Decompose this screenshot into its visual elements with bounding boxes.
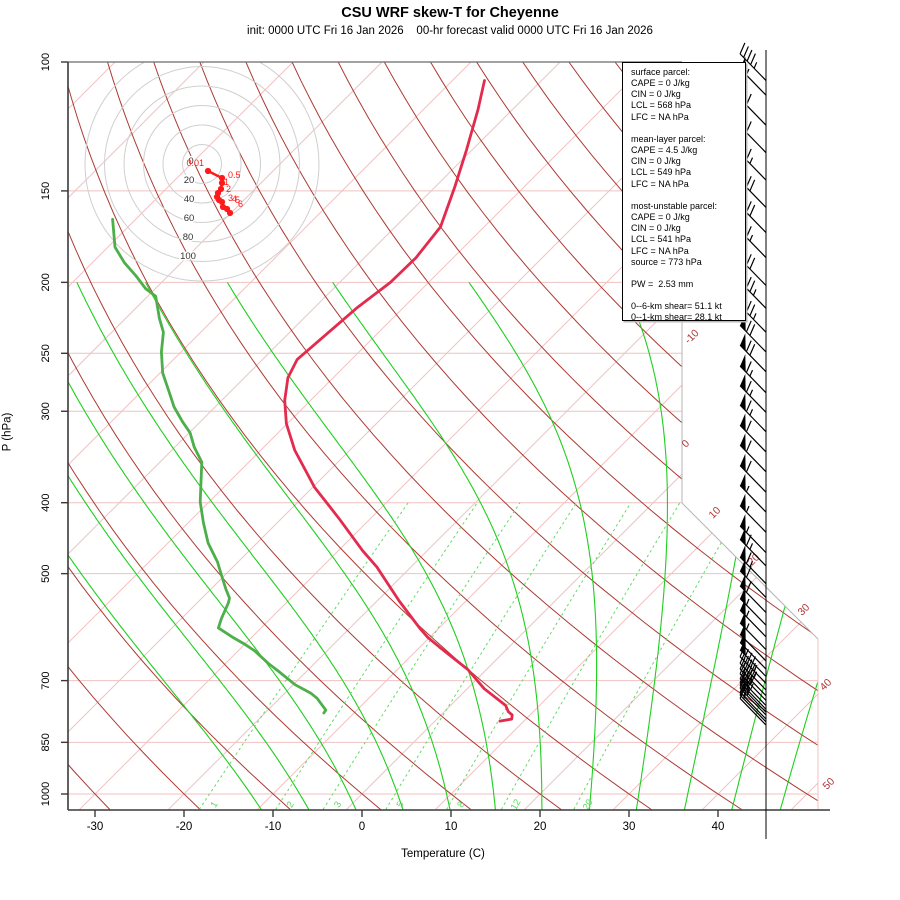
hodograph-height-label: 6 — [238, 199, 243, 209]
wind-barb — [739, 493, 767, 533]
temperature-tick-label: 40 — [712, 821, 725, 833]
hodograph-ring-label: 40 — [184, 194, 195, 205]
wind-barb — [739, 558, 767, 598]
hodograph-height-label: 5 — [235, 195, 240, 205]
wind-barb — [739, 393, 767, 433]
wind-barb — [739, 373, 767, 413]
mixing-ratio-labels: 1 2 3 5 8 12 20 — [208, 797, 595, 812]
hodograph-height-label: 4 — [232, 194, 237, 204]
dewpoint-profile-line — [111, 217, 328, 715]
hodograph-ring-label: 20 — [184, 175, 195, 186]
pressure-tick-label: 400 — [40, 494, 52, 512]
hodograph-height-label: 2 — [226, 184, 231, 194]
temperature-tick-label: -30 — [87, 821, 104, 833]
pressure-tick-label: 700 — [40, 671, 52, 689]
isotherm-edge-label: 10 — [707, 504, 724, 521]
hodograph-height-label: 3 — [228, 193, 233, 203]
hodograph-ring-label: 80 — [183, 232, 194, 243]
hodograph-height-label: 0.01 — [186, 158, 204, 168]
mixing-ratio-label: 12 — [509, 797, 524, 812]
wind-barb — [739, 433, 767, 473]
pressure-tick-label: 250 — [40, 344, 52, 362]
wind-barb — [739, 413, 767, 453]
chart-title: CSU WRF skew-T for Cheyenne — [341, 5, 559, 21]
mixing-ratio-label: 5 — [395, 800, 407, 810]
pressure-tick-label: 300 — [40, 402, 52, 420]
y-axis-title: P (hPa) — [1, 412, 14, 452]
temperature-tick-label: -20 — [176, 821, 193, 833]
wind-barb — [739, 354, 767, 394]
sounding-profiles — [111, 79, 514, 723]
temperature-tick-label: -10 — [265, 821, 282, 833]
temperature-tick-label: 30 — [623, 821, 636, 833]
wind-barb — [739, 42, 767, 81]
isotherm-edge-label: 0 — [680, 437, 693, 450]
pressure-tick-label: 150 — [40, 182, 52, 200]
hodograph-ring-label: 0 — [188, 156, 193, 167]
pressure-tick-label: 1000 — [40, 782, 52, 806]
chart-subtitle: init: 0000 UTC Fri 16 Jan 2026 00-hr for… — [247, 25, 653, 37]
hodograph: 0 20 40 60 80 100 — [84, 62, 320, 282]
temperature-profile-line — [283, 79, 514, 723]
temperature-tick-label: 20 — [534, 821, 547, 833]
mixing-ratio-label: 20 — [581, 797, 596, 812]
temperature-tick-label: 10 — [445, 821, 458, 833]
hodograph-ring-label: 100 — [180, 251, 196, 262]
dry-adiabat-lines — [68, 62, 818, 810]
isotherm-edge-label: 30 — [796, 601, 813, 618]
hodograph-height-label: 1 — [224, 177, 229, 187]
mixing-ratio-label: 1 — [208, 800, 220, 810]
wind-barb — [739, 687, 767, 726]
wind-barb — [739, 527, 767, 567]
pressure-tick-label: 200 — [40, 273, 52, 291]
pressure-tick-label: 850 — [40, 733, 52, 751]
pressure-lines — [68, 61, 818, 795]
wind-barb — [739, 683, 767, 723]
wind-barb — [739, 473, 767, 513]
hodograph-height-label: 0.5 — [228, 170, 241, 180]
isotherm-edge-label: 50 — [821, 775, 838, 792]
pressure-tick-label: 100 — [40, 53, 52, 71]
mixing-ratio-label: 2 — [285, 800, 297, 810]
mixing-ratio-label: 8 — [455, 800, 467, 810]
isotherm-edge-label: 40 — [818, 676, 835, 693]
mixing-ratio-label: 3 — [332, 800, 344, 810]
moist-adiabat-lines — [68, 282, 818, 810]
wind-barb — [739, 667, 767, 706]
wind-barb — [739, 453, 767, 493]
parcel-info-box: surface parcel: CAPE = 0 J/kg CIN = 0 J/… — [622, 62, 746, 323]
parcel-info-text: surface parcel: CAPE = 0 J/kg CIN = 0 J/… — [631, 67, 722, 323]
isotherm-edge-label: -10 — [682, 327, 701, 346]
wind-barb — [739, 333, 767, 373]
temperature-tick-label: 0 — [359, 821, 365, 833]
pressure-tick-label: 500 — [40, 564, 52, 582]
x-axis-title: Temperature (C) — [401, 848, 485, 860]
hodograph-ring-label: 60 — [184, 213, 195, 224]
mixing-ratio-lines — [198, 502, 745, 810]
isotherm-lines — [68, 62, 818, 810]
